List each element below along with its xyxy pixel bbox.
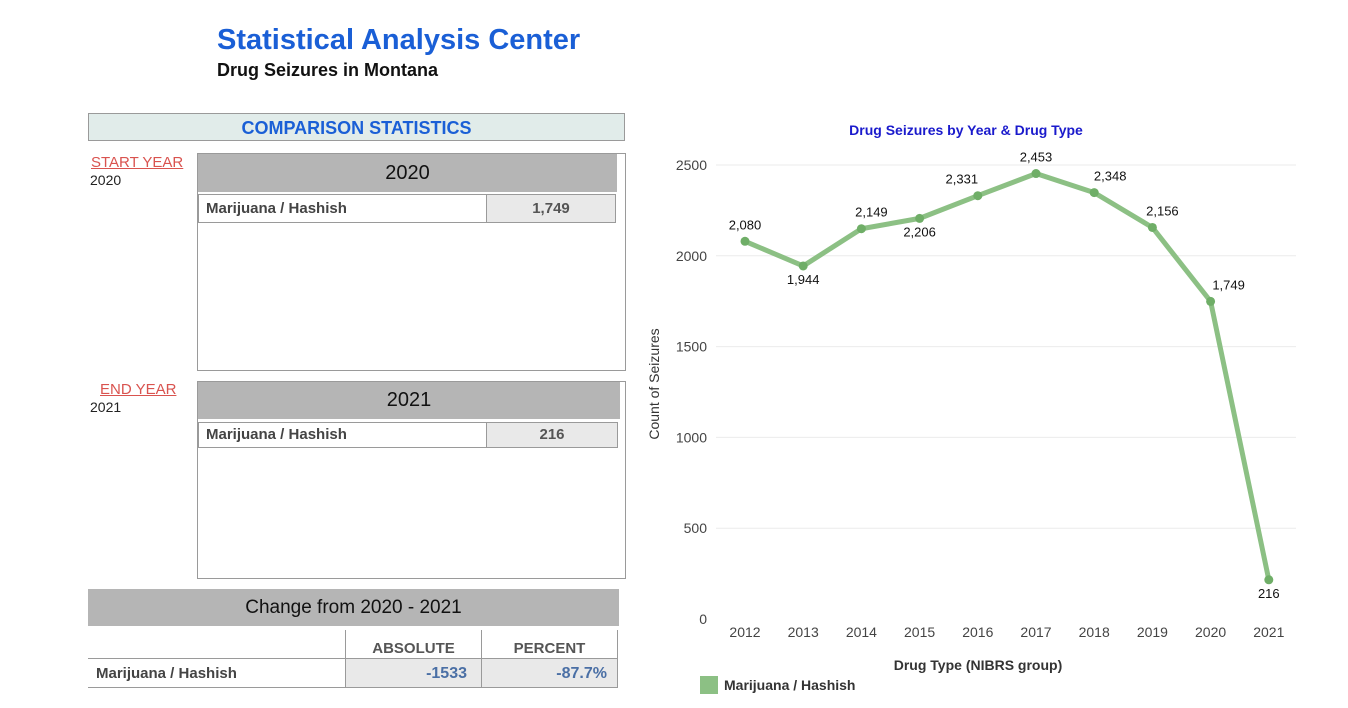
change-header: Change from 2020 - 2021	[88, 589, 619, 626]
data-point	[856, 224, 866, 234]
legend-label: Marijuana / Hashish	[724, 677, 855, 693]
data-label: 1,749	[1212, 277, 1245, 292]
x-tick-label: 2018	[1079, 624, 1110, 640]
x-tick-label: 2016	[962, 624, 993, 640]
data-point	[1264, 575, 1274, 585]
x-tick-label: 2020	[1195, 624, 1226, 640]
page-title: Statistical Analysis Center	[217, 24, 581, 56]
x-tick-label: 2012	[729, 624, 760, 640]
data-point	[1031, 169, 1041, 179]
y-axis-label: Count of Seizures	[646, 328, 662, 439]
y-tick-label: 1500	[676, 339, 707, 355]
start-row-value: 1,749	[486, 194, 616, 223]
change-row-label: Marijuana / Hashish	[96, 665, 237, 682]
end-row-value: 216	[486, 422, 618, 448]
end-year-panel: 2021 Marijuana / Hashish 216	[197, 381, 626, 579]
absolute-value: -1533	[426, 665, 467, 682]
y-tick-label: 0	[699, 611, 707, 627]
end-row-line	[198, 422, 487, 448]
data-point	[1147, 222, 1157, 232]
x-tick-label: 2014	[846, 624, 877, 640]
start-year-panel: 2020 Marijuana / Hashish 1,749	[197, 153, 626, 371]
data-label: 2,453	[1020, 150, 1053, 165]
start-year-value: 2020	[90, 172, 122, 188]
grid	[716, 164, 1296, 529]
data-label: 2,156	[1146, 203, 1179, 218]
start-year-link[interactable]: START YEAR	[91, 154, 184, 171]
end-year-link[interactable]: END YEAR	[100, 381, 177, 398]
end-year-value: 2021	[90, 399, 122, 415]
data-point	[973, 191, 983, 201]
end-panel-year: 2021	[198, 382, 620, 419]
change-col-frame	[345, 630, 618, 658]
percent-cell: -87.7%	[481, 658, 618, 688]
start-row-line	[198, 194, 487, 223]
data-point	[915, 213, 925, 223]
comparison-header: COMPARISON STATISTICS	[88, 113, 625, 141]
y-tick-label: 2000	[676, 248, 707, 264]
data-points	[740, 169, 1274, 585]
absolute-column-header: ABSOLUTE	[372, 640, 455, 657]
data-label: 2,206	[903, 224, 936, 239]
data-label: 2,331	[946, 172, 979, 187]
start-panel-year: 2020	[198, 154, 617, 192]
x-tick-label: 2013	[788, 624, 819, 640]
absolute-cell: -1533	[345, 658, 482, 688]
y-tick-label: 2500	[676, 157, 707, 173]
y-tick-label: 1000	[676, 429, 707, 445]
x-tick-label: 2015	[904, 624, 935, 640]
start-row-label: Marijuana / Hashish	[206, 200, 347, 217]
data-point	[740, 236, 750, 246]
x-tick-label: 2019	[1137, 624, 1168, 640]
end-row-label: Marijuana / Hashish	[206, 426, 347, 443]
data-label: 2,348	[1094, 169, 1127, 184]
series-line-marijuana	[742, 171, 1272, 583]
data-label: 216	[1258, 586, 1280, 601]
percent-column-header: PERCENT	[513, 640, 586, 657]
x-tick-label: 2017	[1020, 624, 1051, 640]
page-subtitle: Drug Seizures in Montana	[217, 60, 439, 80]
y-ticks: 0 500 1000 1500 2000 2500	[676, 157, 707, 627]
data-label: 2,149	[855, 205, 888, 220]
x-tick-label: 2021	[1253, 624, 1284, 640]
data-labels: 2,080 1,944 2,149 2,206 2,331 2,453 2,348 2,156…	[729, 150, 1280, 601]
data-label: 2,080	[729, 217, 762, 232]
chart-title: Drug Seizures by Year & Drug Type	[849, 122, 1083, 138]
x-ticks: 2012 2013 2014 2015 2016 2017 2018 2019 2020 2021	[729, 624, 1284, 640]
x-axis-label: Drug Type (NIBRS group)	[894, 657, 1063, 673]
data-point	[798, 261, 808, 271]
data-label: 1,944	[787, 272, 820, 287]
percent-value: -87.7%	[556, 665, 607, 682]
data-point	[1089, 188, 1099, 198]
legend-swatch	[700, 676, 718, 694]
y-tick-label: 500	[684, 520, 708, 536]
data-point	[1206, 296, 1216, 306]
